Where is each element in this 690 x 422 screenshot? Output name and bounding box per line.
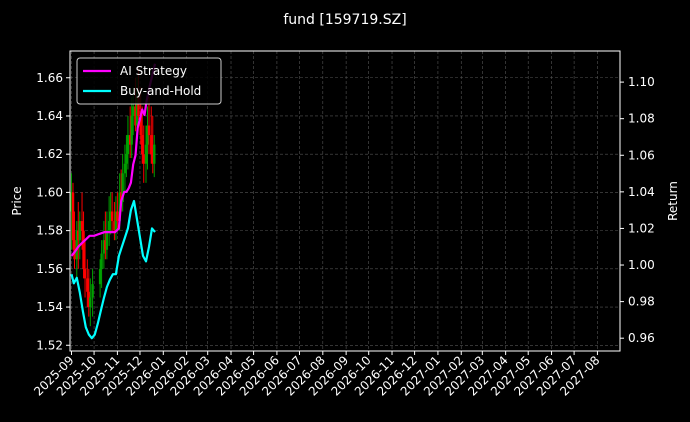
y-tick-label-right: 1.10 bbox=[628, 75, 655, 89]
y-axis-label-left: Price bbox=[10, 186, 24, 215]
candle-body bbox=[121, 173, 124, 202]
y-tick-label-left: 1.60 bbox=[36, 185, 63, 199]
candle-body bbox=[110, 211, 114, 222]
legend-label: AI Strategy bbox=[120, 64, 187, 78]
y-tick-label-right: 1.04 bbox=[628, 185, 655, 199]
candle-body bbox=[141, 135, 144, 155]
y-tick-label-left: 1.66 bbox=[36, 71, 63, 85]
candle-body bbox=[87, 291, 91, 308]
series-line-1 bbox=[70, 199, 156, 340]
candle-body bbox=[125, 154, 128, 164]
y-tick-label-right: 0.98 bbox=[628, 295, 655, 309]
legend-box bbox=[76, 57, 222, 105]
candle-body bbox=[70, 192, 73, 212]
plot-frame bbox=[69, 50, 621, 352]
series-line-0 bbox=[70, 63, 157, 257]
y-tick-label-right: 0.96 bbox=[628, 331, 655, 345]
y-tick-label-left: 1.52 bbox=[36, 338, 63, 352]
candle-body bbox=[71, 192, 75, 241]
candle-body bbox=[151, 154, 154, 164]
candle-body bbox=[89, 297, 92, 308]
y-tick-label-right: 1.08 bbox=[628, 112, 655, 126]
candle-body bbox=[135, 96, 139, 126]
candle-body bbox=[142, 154, 145, 164]
y-tick-label-right: 1.02 bbox=[628, 221, 655, 235]
legend-label: Buy-and-Hold bbox=[120, 84, 201, 98]
candle-body bbox=[147, 125, 151, 136]
candle-body bbox=[80, 221, 84, 231]
legend: AI Strategy Buy-and-Hold bbox=[76, 57, 222, 105]
y-tick-label-left: 1.62 bbox=[36, 147, 63, 161]
candle-body bbox=[75, 230, 78, 260]
chart-title: fund [159719.SZ] bbox=[283, 12, 406, 28]
candle-body bbox=[104, 240, 107, 250]
candle-body bbox=[78, 221, 81, 241]
candle-body bbox=[119, 192, 123, 202]
candle-body bbox=[132, 106, 135, 116]
candle-body bbox=[126, 135, 130, 155]
candle-body bbox=[102, 240, 106, 254]
candle-body bbox=[105, 230, 109, 250]
candle-body bbox=[130, 115, 133, 145]
y-tick-label-right: 1.00 bbox=[628, 258, 655, 272]
candle-body bbox=[144, 144, 148, 164]
series-lines bbox=[70, 63, 157, 340]
candle-body bbox=[139, 115, 142, 136]
candle-body bbox=[73, 240, 76, 260]
candle-body bbox=[114, 211, 118, 231]
candle-body bbox=[123, 163, 127, 174]
y-axis-label-right: Return bbox=[666, 181, 680, 221]
y-tick-label-right: 1.06 bbox=[628, 148, 655, 162]
candle-body bbox=[146, 125, 149, 145]
candle-body bbox=[83, 268, 87, 279]
y-tick-label-left: 1.58 bbox=[36, 224, 63, 238]
y-tick-label-left: 1.54 bbox=[36, 300, 63, 314]
candle-body bbox=[109, 211, 112, 222]
candle-body bbox=[100, 253, 103, 269]
candle-body bbox=[91, 284, 94, 298]
candle-body bbox=[153, 144, 156, 164]
candlesticks bbox=[70, 68, 156, 327]
candle-body bbox=[113, 221, 116, 231]
candle-body bbox=[128, 135, 132, 145]
y-tick-label-left: 1.56 bbox=[36, 262, 63, 276]
candle-body bbox=[98, 268, 102, 285]
candle-body bbox=[150, 135, 153, 155]
candle-body bbox=[134, 106, 137, 126]
candle-body bbox=[82, 230, 85, 269]
candle-body bbox=[86, 278, 89, 292]
y-tick-label-left: 1.64 bbox=[36, 109, 63, 123]
candle-body bbox=[137, 96, 140, 116]
candle-body bbox=[116, 211, 119, 222]
candle-body bbox=[77, 230, 80, 241]
candle-body bbox=[107, 221, 111, 231]
